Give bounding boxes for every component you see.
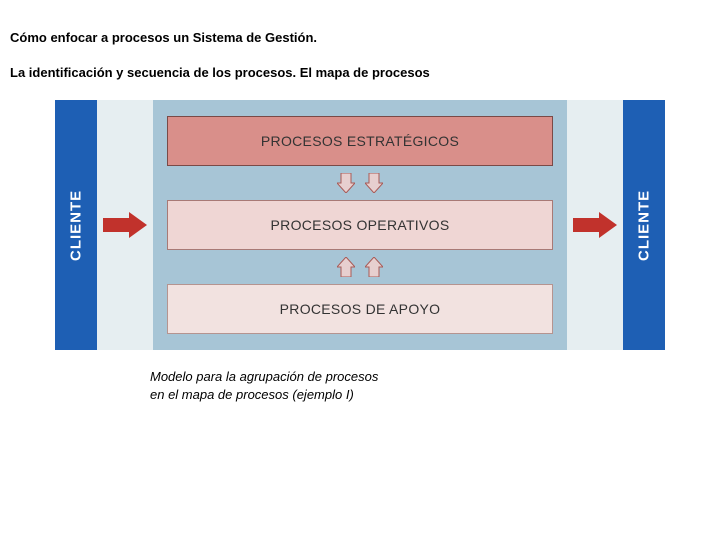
diagram-caption: Modelo para la agrupación de procesos en… bbox=[150, 368, 530, 403]
up-arrow-icon bbox=[365, 257, 383, 277]
client-left-bar: CLIENTE bbox=[55, 100, 97, 350]
arrow-out-col bbox=[573, 100, 617, 350]
process-box-strategic: PROCESOS ESTRATÉGICOS bbox=[167, 116, 553, 166]
caption-line-1: Modelo para la agrupación de procesos bbox=[150, 369, 378, 384]
process-box-support: PROCESOS DE APOYO bbox=[167, 284, 553, 334]
up-arrow-icon bbox=[337, 257, 355, 277]
caption-line-2: en el mapa de procesos (ejemplo I) bbox=[150, 387, 354, 402]
client-right-bar: CLIENTE bbox=[623, 100, 665, 350]
arrow-in-col bbox=[103, 100, 147, 350]
center-panel: PROCESOS ESTRATÉGICOS PROCESOS OPERATIVO… bbox=[153, 100, 567, 350]
up-arrows-1 bbox=[167, 256, 553, 277]
process-box-operative: PROCESOS OPERATIVOS bbox=[167, 200, 553, 250]
down-arrows-1 bbox=[167, 172, 553, 193]
down-arrow-icon bbox=[365, 173, 383, 193]
page-title: Cómo enfocar a procesos un Sistema de Ge… bbox=[10, 30, 710, 45]
arrow-in-icon bbox=[103, 210, 147, 240]
down-arrow-icon bbox=[337, 173, 355, 193]
process-map-diagram: CLIENTE PROCESOS ESTRATÉGICOS PROCESOS O… bbox=[55, 100, 665, 350]
page-subtitle: La identificación y secuencia de los pro… bbox=[10, 65, 710, 80]
arrow-out-icon bbox=[573, 210, 617, 240]
